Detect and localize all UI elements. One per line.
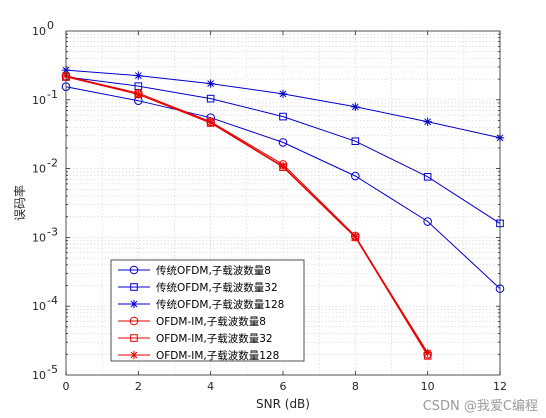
y-tick-exponent: -4 [47, 294, 58, 307]
x-tick-label: 8 [352, 380, 359, 393]
star-marker [423, 117, 432, 126]
legend-entry: OFDM-IM,子载波数量8 [118, 315, 266, 328]
x-tick-label: 0 [63, 380, 70, 393]
square-marker [279, 112, 287, 121]
x-tick-label: 4 [207, 380, 214, 393]
y-tick-label: 10 [32, 163, 46, 176]
legend-label: 传统OFDM,子载波数量8 [156, 264, 271, 277]
circle-marker [129, 265, 139, 275]
x-tick-label: 12 [493, 380, 507, 393]
star-marker [351, 102, 360, 112]
star-marker [206, 79, 215, 88]
watermark-text: CSDN @我爱C编程 [423, 399, 538, 414]
square-marker [206, 94, 215, 103]
x-axis-label: SNR (dB) [256, 397, 310, 411]
legend-label: OFDM-IM,子载波数量8 [156, 315, 266, 328]
x-tick-labels: 0 2 4 6 8 10 12 [63, 380, 508, 393]
star-marker [206, 118, 215, 127]
y-tick-exponent: -2 [47, 157, 58, 170]
x-tick-label: 10 [421, 380, 435, 393]
legend-label: 传统OFDM,子载波数量128 [156, 298, 284, 311]
series-line [65, 86, 501, 289]
circle-marker [278, 138, 288, 147]
y-axis-label: 误码率 [12, 185, 27, 221]
series-line [65, 76, 501, 224]
legend-entry: 传统OFDM,子载波数量128 [118, 298, 284, 311]
series-line [65, 75, 429, 354]
star-marker [129, 350, 139, 360]
legend: 传统OFDM,子载波数量8 传统OFDM,子载波数量32 传统OFDM,子载波数量1… [110, 259, 305, 362]
square-marker [351, 137, 360, 146]
legend-entry: OFDM-IM,子载波数量32 [118, 332, 273, 345]
star-marker [134, 90, 143, 99]
legend-label: OFDM-IM,子载波数量32 [156, 332, 273, 345]
star-marker [278, 89, 288, 99]
star-marker [278, 162, 288, 171]
y-tick-exponent: -3 [47, 225, 58, 238]
y-tick-exponent: -5 [47, 363, 58, 376]
y-tick-label: 10 [32, 369, 46, 382]
x-tick-label: 2 [135, 380, 142, 393]
legend-label: OFDM-IM,子载波数量128 [156, 349, 279, 362]
y-tick-exponent: 0 [47, 19, 54, 32]
circle-marker [351, 171, 360, 181]
y-tick-exponent: -1 [47, 88, 58, 101]
star-marker [423, 348, 432, 358]
square-marker [130, 283, 138, 291]
legend-label: 传统OFDM,子载波数量32 [156, 281, 278, 294]
circle-marker [129, 316, 139, 326]
square-marker [423, 173, 432, 181]
star-marker [134, 71, 143, 80]
series-group [62, 73, 504, 228]
series-layer [61, 65, 505, 360]
legend-entry: OFDM-IM,子载波数量128 [118, 349, 279, 362]
y-tick-label: 10 [32, 300, 46, 313]
star-marker [129, 299, 139, 309]
y-tick-label: 10 [32, 25, 46, 38]
legend-box [110, 259, 305, 362]
legend-entry: 传统OFDM,子载波数量8 [118, 264, 271, 277]
y-tick-label: 10 [32, 94, 46, 107]
ticks [65, 31, 501, 375]
y-tick-label: 10 [32, 231, 46, 244]
star-marker [351, 232, 360, 242]
legend-entry: 传统OFDM,子载波数量32 [118, 281, 278, 294]
square-marker [130, 334, 138, 342]
x-tick-label: 6 [280, 380, 287, 393]
circle-marker [423, 217, 432, 226]
